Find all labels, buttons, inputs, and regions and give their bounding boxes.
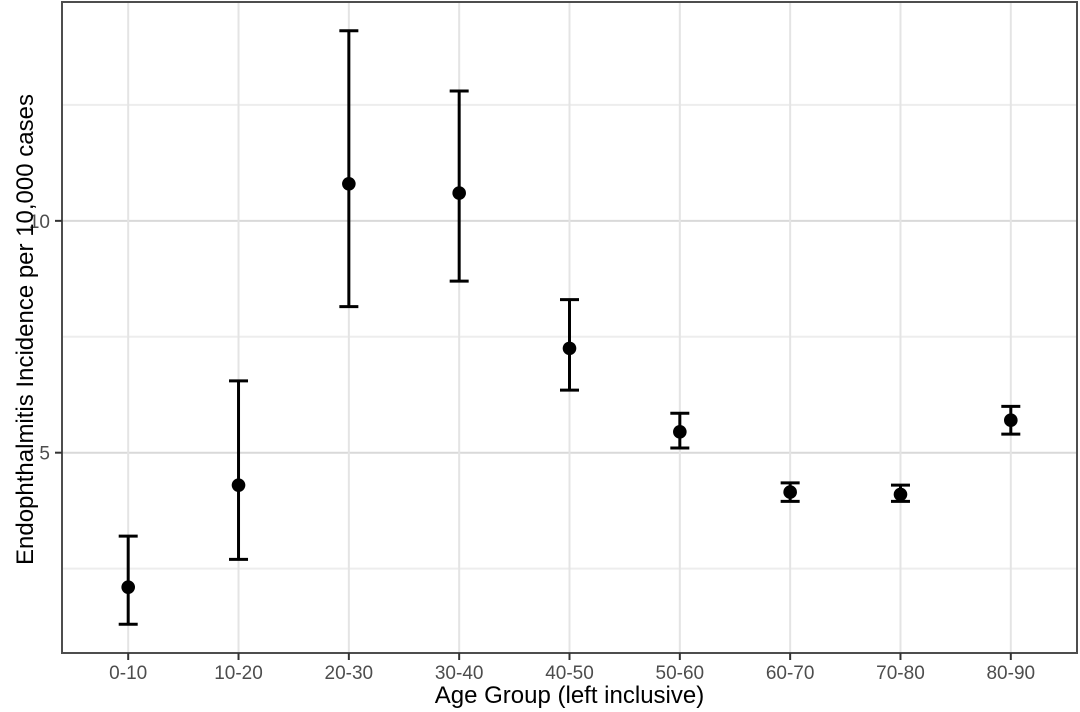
- data-point-20-30: [342, 176, 356, 191]
- x-tick-label-20-30: 20-30: [325, 663, 374, 684]
- x-tick-label-40-50: 40-50: [545, 663, 594, 684]
- data-point-0-10: [121, 580, 135, 594]
- data-point-50-60: [673, 425, 687, 439]
- x-tick-label-30-40: 30-40: [435, 663, 484, 684]
- data-point-10-20: [231, 478, 246, 492]
- x-tick-label-80-90: 80-90: [986, 663, 1035, 684]
- x-tick-label-50-60: 50-60: [656, 663, 705, 684]
- data-point-40-50: [562, 341, 577, 356]
- x-tick-label-10-20: 10-20: [214, 663, 263, 684]
- y-axis-title: Endophthalmitis Incidence per 10,000 cas…: [12, 94, 39, 566]
- data-point-80-90: [1004, 413, 1018, 428]
- x-axis-title: Age Group (left inclusive): [434, 682, 705, 709]
- data-point-70-80: [893, 487, 908, 502]
- data-point-30-40: [452, 186, 466, 200]
- y-tick-label-5: 5: [39, 444, 50, 465]
- y-tick-label-10: 10: [29, 212, 50, 233]
- x-tick-label-70-80: 70-80: [876, 663, 925, 684]
- data-point-60-70: [783, 485, 797, 499]
- x-tick-label-60-70: 60-70: [766, 663, 815, 684]
- x-tick-label-0-10: 0-10: [109, 663, 147, 684]
